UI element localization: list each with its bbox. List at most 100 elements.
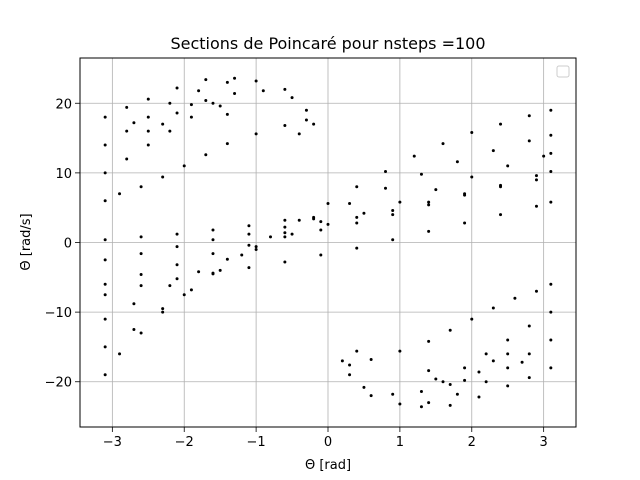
data-point (470, 317, 474, 321)
data-point (463, 378, 467, 382)
data-point (211, 238, 215, 242)
data-point (477, 370, 481, 374)
data-point (233, 92, 237, 96)
data-point (534, 289, 538, 293)
data-point (146, 115, 150, 119)
data-point (355, 349, 359, 353)
data-point (441, 380, 445, 384)
data-point (527, 139, 531, 143)
data-point (139, 235, 143, 239)
data-point (455, 160, 459, 164)
data-point (448, 328, 452, 332)
data-point (254, 132, 258, 136)
data-point (225, 257, 229, 261)
data-point (391, 213, 395, 217)
data-point (412, 154, 416, 158)
data-point (491, 306, 495, 310)
data-point (470, 175, 474, 179)
data-point (348, 373, 352, 377)
data-point (189, 103, 193, 107)
data-point (297, 132, 301, 136)
data-point (290, 232, 294, 236)
data-point (283, 124, 287, 128)
data-point (391, 238, 395, 242)
x-tick-label: −2 (175, 435, 194, 450)
data-point (254, 247, 258, 251)
x-tick-label: 2 (468, 435, 476, 450)
data-point (175, 245, 179, 249)
data-point (197, 89, 201, 93)
data-point (499, 122, 503, 126)
data-point (340, 359, 344, 363)
data-point (542, 154, 546, 158)
data-point (103, 171, 107, 175)
data-point (175, 263, 179, 267)
data-point (247, 224, 251, 228)
data-point (161, 310, 165, 314)
y-tick-label: 10 (55, 167, 72, 182)
data-point (506, 352, 510, 356)
data-point (189, 115, 193, 119)
data-point (527, 352, 531, 356)
data-point (477, 395, 481, 399)
data-point (132, 302, 136, 306)
data-point (391, 392, 395, 396)
data-point (283, 87, 287, 91)
data-point (448, 383, 452, 387)
data-point (204, 78, 208, 82)
data-point (419, 389, 423, 393)
data-point (118, 192, 122, 196)
y-tick-label: 20 (55, 97, 72, 112)
x-tick-label: −3 (103, 435, 122, 450)
data-point (527, 324, 531, 328)
data-point (182, 293, 186, 297)
data-point (549, 282, 553, 286)
data-point (204, 98, 208, 102)
data-point (247, 232, 251, 236)
data-point (484, 352, 488, 356)
data-point (125, 105, 129, 109)
data-point (506, 338, 510, 342)
data-point (463, 366, 467, 370)
data-point (304, 118, 308, 122)
data-point (161, 307, 165, 311)
data-point (175, 277, 179, 281)
data-point (534, 174, 538, 178)
x-tick-label: 1 (396, 435, 404, 450)
data-point (506, 366, 510, 370)
data-point (549, 151, 553, 155)
data-point (132, 121, 136, 125)
data-point (118, 352, 122, 356)
data-point (362, 211, 366, 215)
data-point (146, 97, 150, 101)
data-point (369, 357, 373, 361)
chart-title: Sections de Poincaré pour nsteps =100 (170, 34, 485, 53)
data-point (175, 111, 179, 115)
data-point (103, 317, 107, 321)
data-point (470, 130, 474, 134)
data-point (549, 366, 553, 370)
data-point (161, 122, 165, 126)
data-point (312, 215, 316, 219)
data-point (520, 360, 524, 364)
data-point (175, 232, 179, 236)
data-point (534, 178, 538, 182)
data-point (499, 213, 503, 217)
data-point (211, 101, 215, 105)
data-point (247, 266, 251, 270)
data-point (427, 200, 431, 204)
data-point (283, 231, 287, 235)
data-point (218, 104, 222, 108)
data-point (233, 76, 237, 80)
data-point (427, 339, 431, 343)
data-point (427, 369, 431, 373)
data-point (398, 402, 402, 406)
data-point (348, 202, 352, 206)
data-point (362, 385, 366, 389)
data-point (211, 271, 215, 275)
data-point (168, 129, 172, 133)
data-point (240, 253, 244, 257)
data-point (369, 394, 373, 398)
